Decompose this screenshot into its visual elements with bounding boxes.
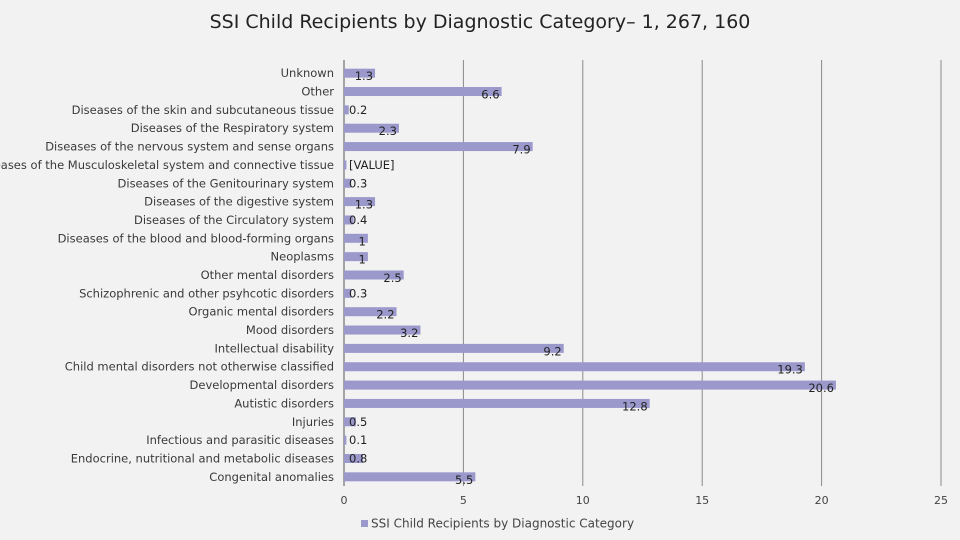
category-label: Intellectual disability	[215, 341, 335, 355]
legend[interactable]: SSI Child Recipients by Diagnostic Categ…	[361, 517, 634, 531]
x-tick-label: 10	[576, 494, 590, 507]
x-tick-label: 25	[934, 494, 948, 507]
x-tick-label: 20	[815, 494, 829, 507]
data-label: 5.5	[455, 473, 473, 487]
category-label: Other	[301, 85, 334, 99]
bars	[344, 68, 836, 482]
category-label: Mood disorders	[246, 323, 334, 337]
gridlines	[343, 60, 942, 486]
data-label: 0.3	[349, 176, 367, 190]
bar[interactable]	[344, 380, 836, 390]
bar[interactable]	[344, 142, 533, 152]
legend-label: SSI Child Recipients by Diagnostic Categ…	[371, 517, 634, 531]
bar[interactable]	[344, 178, 352, 188]
bar[interactable]	[344, 197, 376, 207]
category-labels: Unknown Other Diseases of the skin and sub…	[0, 66, 334, 484]
category-label: Autistic disorders	[234, 396, 334, 410]
data-label: 0.8	[349, 451, 367, 465]
category-label: Child mental disorders not otherwise cla…	[65, 360, 334, 374]
bar[interactable]	[344, 123, 399, 133]
category-label: Diseases of the digestive system	[144, 195, 334, 209]
bar[interactable]	[344, 417, 356, 427]
bar[interactable]	[344, 105, 349, 115]
data-label: 2.3	[379, 124, 397, 138]
bar[interactable]	[344, 343, 564, 353]
data-label: 0.1	[349, 433, 367, 447]
category-label: Unknown	[281, 66, 334, 80]
data-label: 3.2	[400, 326, 418, 340]
data-label: 1.3	[355, 198, 373, 212]
bar[interactable]	[344, 288, 352, 298]
data-label: 1	[359, 234, 366, 248]
data-labels: 1.36.60.22.37.9[VALUE]0.31.30.4112.50.32…	[349, 69, 834, 487]
category-label: Neoplasms	[271, 250, 334, 264]
data-label: 2.5	[383, 271, 401, 285]
category-label: Schizophrenic and other psyhcotic disord…	[79, 286, 334, 300]
category-label: Diseases of the Respiratory system	[131, 121, 334, 135]
data-label: 12.8	[622, 399, 648, 413]
category-label: Developmental disorders	[190, 378, 334, 392]
bar[interactable]	[344, 233, 368, 243]
bar[interactable]	[344, 215, 354, 225]
data-label: 9.2	[543, 344, 561, 358]
bar[interactable]	[344, 307, 397, 317]
x-tick-label: 5	[460, 494, 467, 507]
bar[interactable]	[344, 68, 376, 78]
x-axis-ticks: 0 5 10 15 20 25	[341, 494, 949, 507]
data-label: [VALUE]	[349, 158, 395, 172]
bar[interactable]	[344, 325, 421, 335]
category-label: Endocrine, nutritional and metabolic dis…	[71, 451, 334, 465]
x-tick-label: 15	[695, 494, 709, 507]
bar[interactable]	[344, 435, 347, 445]
bar[interactable]	[344, 362, 805, 372]
category-label: Diseases of the nervous system and sense…	[45, 140, 334, 154]
data-label: 0.4	[349, 213, 367, 227]
data-label: 0.2	[349, 103, 367, 117]
bar[interactable]	[344, 453, 364, 463]
category-label: Injuries	[292, 415, 334, 429]
data-label: 6.6	[481, 88, 499, 102]
data-label: 0.3	[349, 286, 367, 300]
bar[interactable]	[344, 160, 347, 170]
data-label: 1	[359, 253, 366, 267]
bar[interactable]	[344, 472, 476, 482]
data-label: 7.9	[512, 143, 530, 157]
data-label: 20.6	[808, 381, 834, 395]
data-label: 0.5	[349, 415, 367, 429]
category-label: Diseases of the blood and blood-forming …	[58, 231, 334, 245]
x-tick-label: 0	[341, 494, 348, 507]
data-label: 1.3	[355, 69, 373, 83]
bar[interactable]	[344, 398, 650, 408]
legend-swatch	[361, 520, 368, 527]
bar[interactable]	[344, 87, 502, 97]
bar[interactable]	[344, 252, 368, 262]
chart-title: SSI Child Recipients by Diagnostic Categ…	[210, 11, 751, 33]
data-label: 19.3	[777, 363, 803, 377]
category-label: Diseases of the skin and subcutaneous ti…	[72, 103, 334, 117]
data-label: 2.2	[376, 308, 394, 322]
category-label: Infectious and parasitic diseases	[146, 433, 334, 447]
category-label: Organic mental disorders	[188, 305, 334, 319]
category-label: Diseases of the Circulatory system	[134, 213, 334, 227]
bar[interactable]	[344, 270, 404, 280]
category-label: Congenital anomalies	[209, 470, 334, 484]
category-label: Other mental disorders	[201, 268, 334, 282]
category-label: Diseases of the Genitourinary system	[118, 176, 334, 190]
category-label: Diseases of the Musculoskeletal system a…	[0, 158, 334, 172]
